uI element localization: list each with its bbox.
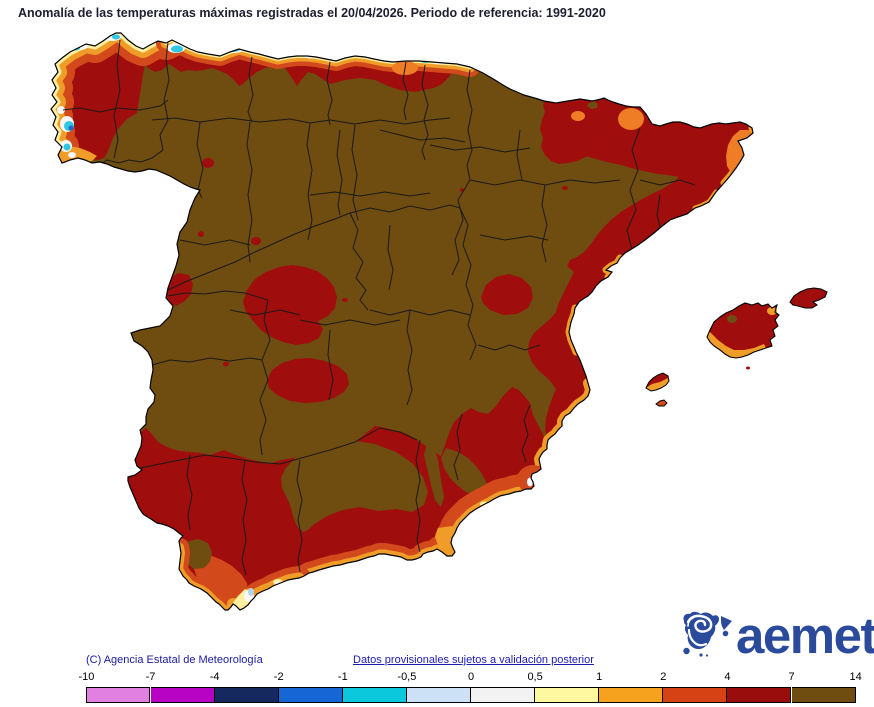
svg-text:aemet: aemet — [736, 607, 874, 660]
